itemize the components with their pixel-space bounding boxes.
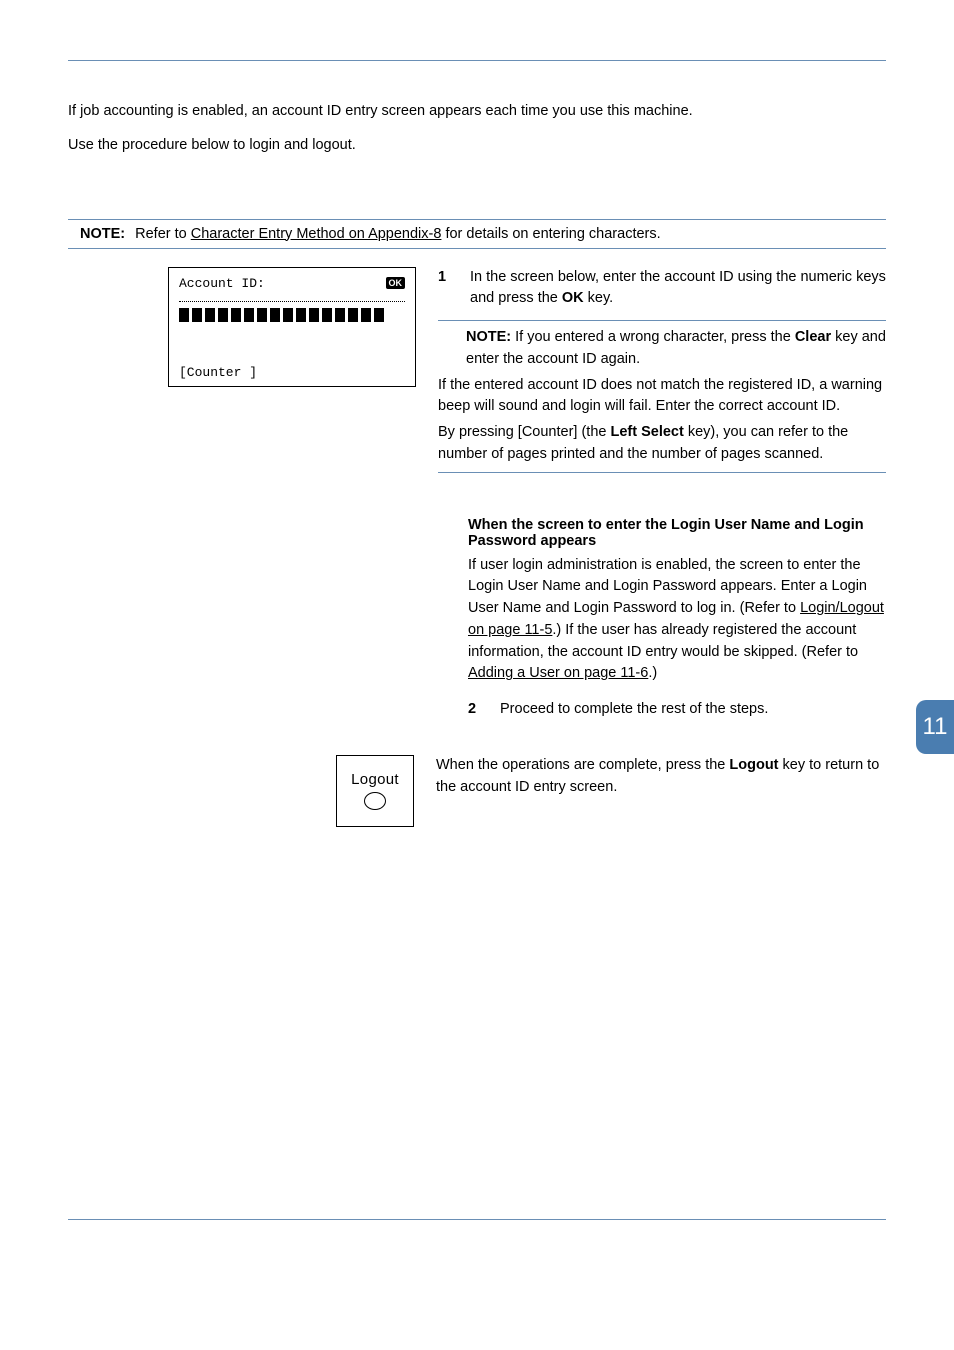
step-1-right: 1 In the screen below, enter the account… [438,267,886,479]
note-mid-p2: If the entered account ID does not match… [438,375,886,419]
logout-row: Logout When the operations are complete,… [68,755,886,827]
step-2-row: 2 Proceed to complete the rest of the st… [468,699,886,721]
note-mid: NOTE: If you entered a wrong character, … [438,320,886,473]
step-1-ok: OK [562,290,584,306]
page: If job accounting is enabled, an account… [0,0,954,1350]
step-1-text-a: In the screen below, enter the account I… [470,269,886,307]
intro-paragraph-1: If job accounting is enabled, an account… [68,101,886,123]
note-top: NOTE: Refer to Character Entry Method on… [68,219,886,249]
ok-icon: OK [386,277,406,289]
step-2-text: Proceed to complete the rest of the step… [500,699,886,721]
note-top-link[interactable]: Character Entry Method on Appendix-8 [191,226,442,242]
logout-key-illustration: Logout [336,755,414,827]
note-mid-p3: By pressing [Counter] (the Left Select k… [438,422,886,466]
note-top-pre: Refer to [135,226,191,242]
bottom-rule [68,1219,886,1220]
cursor-row [179,308,405,322]
note-mid-p3a: By pressing [Counter] (the [438,424,610,440]
sub-link-2[interactable]: Adding a User on page 11-6 [468,665,648,681]
step-2-number: 2 [468,699,482,721]
logout-box-label: Logout [351,771,399,788]
note-mid-rule-top [438,320,886,321]
note-mid-label: NOTE: [466,329,511,345]
logout-button-icon [364,792,386,810]
note-mid-clear: Clear [795,329,831,345]
note-mid-rule-bottom [438,472,886,473]
sub-heading: When the screen to enter the Login User … [68,517,886,549]
step-1-text-b: key. [584,290,614,306]
note-top-post: for details on entering characters. [441,226,660,242]
screen-dotted-rule [179,301,405,302]
sub-body: If user login administration is enabled,… [68,555,886,686]
note-mid-p1a: If you entered a wrong character, press … [515,329,795,345]
top-rule [68,60,886,61]
logout-text-a: When the operations are complete, press … [436,757,729,773]
logout-key-name: Logout [729,757,778,773]
note-top-label: NOTE: [80,226,125,242]
screen-counter: [Counter ] [179,365,257,380]
sub-body-c: .) [648,665,657,681]
lcd-screen: Account ID: OK [Counter ] [168,267,416,387]
chapter-tab: 11 [916,700,954,754]
screen-title: Account ID: [179,276,265,291]
step-1-text: In the screen below, enter the account I… [470,267,886,311]
step-1-row: Account ID: OK [Counter ] 1 In the scree… [68,267,886,479]
note-mid-key: Left Select [610,424,683,440]
intro-paragraph-2: Use the procedure below to login and log… [68,135,886,157]
logout-text: When the operations are complete, press … [436,755,886,799]
step-1-number: 1 [438,267,452,311]
